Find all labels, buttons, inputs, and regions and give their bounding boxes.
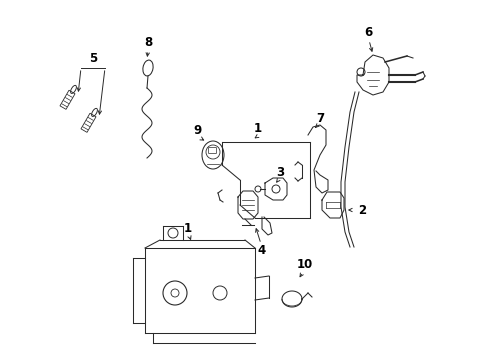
Text: 1: 1: [253, 122, 262, 135]
Text: 1: 1: [183, 221, 192, 234]
Text: 4: 4: [257, 243, 265, 257]
Text: 10: 10: [296, 258, 312, 271]
Text: 5: 5: [89, 51, 97, 64]
Text: 9: 9: [193, 123, 202, 136]
Text: 8: 8: [143, 36, 152, 49]
Text: 2: 2: [357, 203, 366, 216]
Text: 7: 7: [315, 112, 324, 125]
Text: 3: 3: [275, 166, 284, 179]
Text: 6: 6: [363, 26, 371, 39]
